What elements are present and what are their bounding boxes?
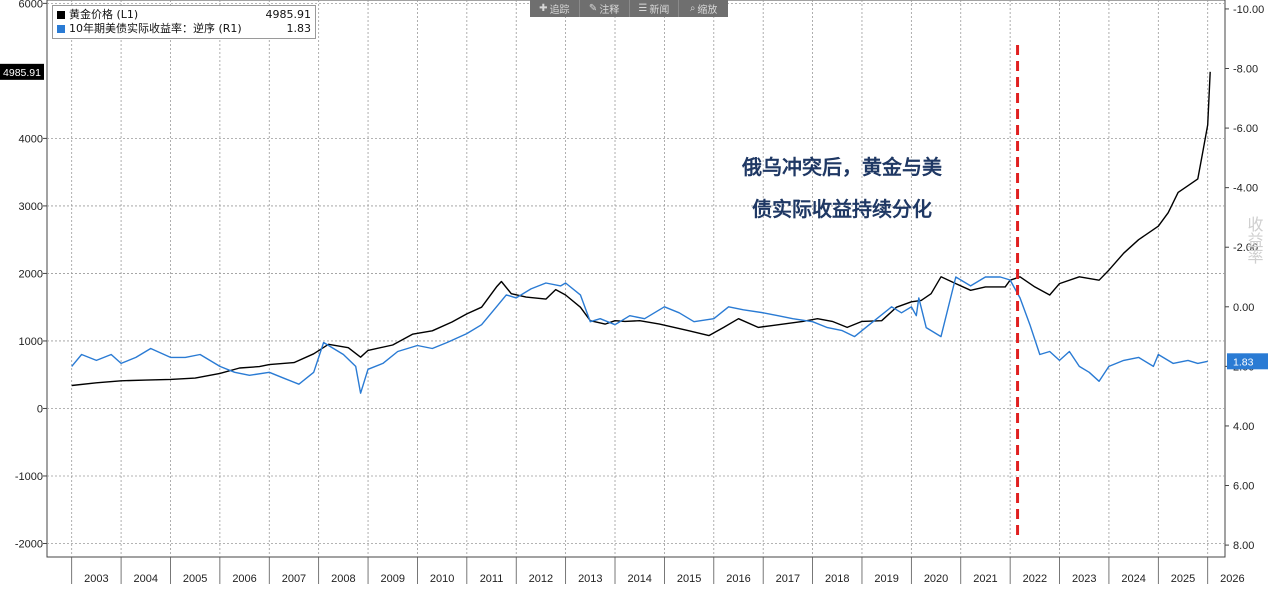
right-tick-label: -2.00 [1233,242,1258,254]
x-tick-label: 2007 [282,573,306,584]
left-tick-label: -2000 [15,538,43,550]
x-tick-label: 2025 [1171,573,1195,584]
x-tick-label: 2004 [134,573,158,584]
legend-value: 4985.91 [265,8,312,21]
x-tick-label: 2008 [331,573,355,584]
legend: 黄金价格 (L1) 4985.91 10年期美债实际收益率：逆序 (R1) 1.… [52,5,316,39]
right-tick-label: -10.00 [1233,4,1264,16]
x-tick-label: 2022 [1023,573,1047,584]
news-icon: ☰ [638,3,648,14]
search-icon: ⌕ [689,3,696,14]
left-tick-label: 3000 [19,201,43,213]
series-line-gold [71,71,1211,387]
x-axis: 2003 2004 2005 2006 2007 2008 2009 2010 2011 2012… [71,557,1245,585]
annotation-line-1: 俄乌冲突后，黄金与美 [742,155,942,179]
x-tick-label: 2024 [1121,573,1145,584]
x-tick-label: 2017 [776,573,800,584]
x-tick-label: 2026 [1220,573,1244,584]
left-tick-label: 6000 [19,0,43,10]
news-button[interactable]: ☰ 新闻 [630,0,680,17]
right-tick-label: -8.00 [1233,64,1258,76]
left-tick-label: -1000 [15,471,43,483]
x-tick-label: 2023 [1072,573,1096,584]
left-tick-label: 1000 [19,336,43,348]
annotation-line-2: 债实际收益持续分化 [752,197,932,221]
right-value-label: 1.83 [1233,356,1254,368]
series-line-real-yield [71,276,1208,394]
right-axis: -10.00-8.00-6.00-4.00-2.000.002.004.006.… [1225,4,1264,552]
x-tick-label: 2003 [84,573,108,584]
x-tick-label: 2005 [183,573,207,584]
zoom-button[interactable]: ⌕ 缩放 [689,3,718,16]
right-tick-label: 6.00 [1233,481,1254,493]
right-value-label-bg [1227,353,1268,370]
x-tick-label: 2020 [924,573,948,584]
legend-value: 1.83 [286,22,312,35]
legend-name: 10年期美债实际收益率：逆序 (R1) [69,22,242,35]
right-tick-label: 8.00 [1233,540,1254,552]
x-tick-label: 2011 [480,573,504,584]
annotate-button[interactable]: ✎ 注释 [580,0,630,17]
value-labels: 4985.91 1.83 收益率 [0,63,1268,370]
left-tick-label: 2000 [19,268,43,280]
plot-area [46,0,1226,558]
legend-swatch-real-yield [57,25,65,33]
x-tick-label: 2009 [381,573,405,584]
x-tick-label: 2018 [825,573,849,584]
left-value-label-bg [0,63,44,80]
x-tick-label: 2014 [627,573,651,584]
left-tick-label: 0 [37,403,43,415]
grid [47,0,1225,557]
right-tick-label: 4.00 [1233,421,1254,433]
pencil-icon: ✎ [588,3,598,14]
legend-swatch-gold [57,11,65,19]
right-tick-label: -4.00 [1233,183,1258,195]
chart-toolbar: ✚ 追踪 ✎ 注释 ☰ 新闻 ⌕ 缩放 [530,0,728,17]
right-tick-label: 0.00 [1233,302,1254,314]
legend-item-gold: 黄金价格 (L1) 4985.91 [57,8,311,22]
track-button[interactable]: ✚ 追踪 [530,0,580,17]
left-axis: 6000 4000 3000 2000 1000 0 -1000 -2000 [15,0,47,550]
legend-name: 黄金价格 (L1) [69,8,139,21]
x-tick-label: 2010 [430,573,454,584]
right-side-label: 收益率 [1245,216,1264,264]
x-tick-label: 2006 [232,573,256,584]
left-value-label: 4985.91 [3,67,41,79]
left-tick-label: 4000 [19,133,43,145]
x-tick-label: 2016 [726,573,750,584]
right-tick-label: -6.00 [1233,123,1258,135]
x-tick-label: 2021 [973,573,997,584]
legend-item-real-yield: 10年期美债实际收益率：逆序 (R1) 1.83 [57,22,311,36]
plus-icon: ✚ [539,3,548,14]
annotation-text: 俄乌冲突后，黄金与美 债实际收益持续分化 [700,146,984,230]
x-tick-label: 2012 [529,573,553,584]
x-tick-label: 2013 [578,573,602,584]
x-tick-label: 2015 [677,573,701,584]
series-lines [71,71,1211,394]
x-tick-label: 2019 [874,573,898,584]
